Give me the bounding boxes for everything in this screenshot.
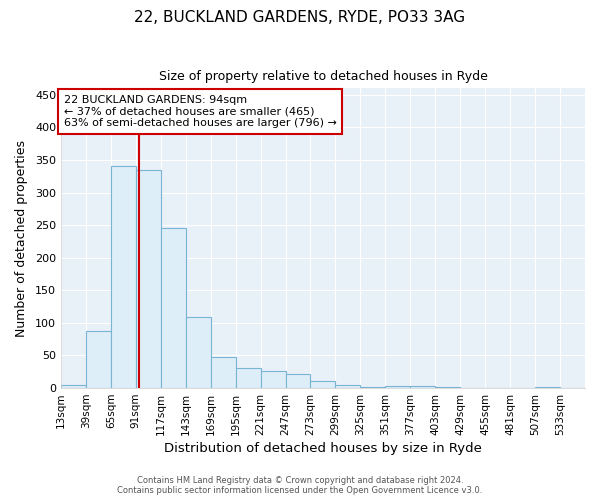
Bar (286, 374, 310, 388)
Bar (260, 371, 286, 388)
Bar (236, 368, 260, 388)
Bar (211, 357, 236, 388)
Bar (361, 387, 385, 388)
X-axis label: Distribution of detached houses by size in Ryde: Distribution of detached houses by size … (164, 442, 482, 455)
Text: 22, BUCKLAND GARDENS, RYDE, PO33 3AG: 22, BUCKLAND GARDENS, RYDE, PO33 3AG (134, 10, 466, 25)
Bar (161, 228, 186, 388)
Bar (186, 317, 211, 388)
Bar (310, 381, 335, 388)
Title: Size of property relative to detached houses in Ryde: Size of property relative to detached ho… (158, 70, 487, 83)
Bar (385, 386, 410, 388)
Bar (410, 386, 435, 388)
Bar (61, 385, 86, 388)
Bar (335, 385, 361, 388)
Y-axis label: Number of detached properties: Number of detached properties (15, 140, 28, 336)
Text: 22 BUCKLAND GARDENS: 94sqm
← 37% of detached houses are smaller (465)
63% of sem: 22 BUCKLAND GARDENS: 94sqm ← 37% of deta… (64, 95, 337, 128)
Bar (136, 170, 161, 388)
Bar (111, 166, 136, 388)
Text: Contains HM Land Registry data © Crown copyright and database right 2024.
Contai: Contains HM Land Registry data © Crown c… (118, 476, 482, 495)
Bar (86, 330, 111, 388)
